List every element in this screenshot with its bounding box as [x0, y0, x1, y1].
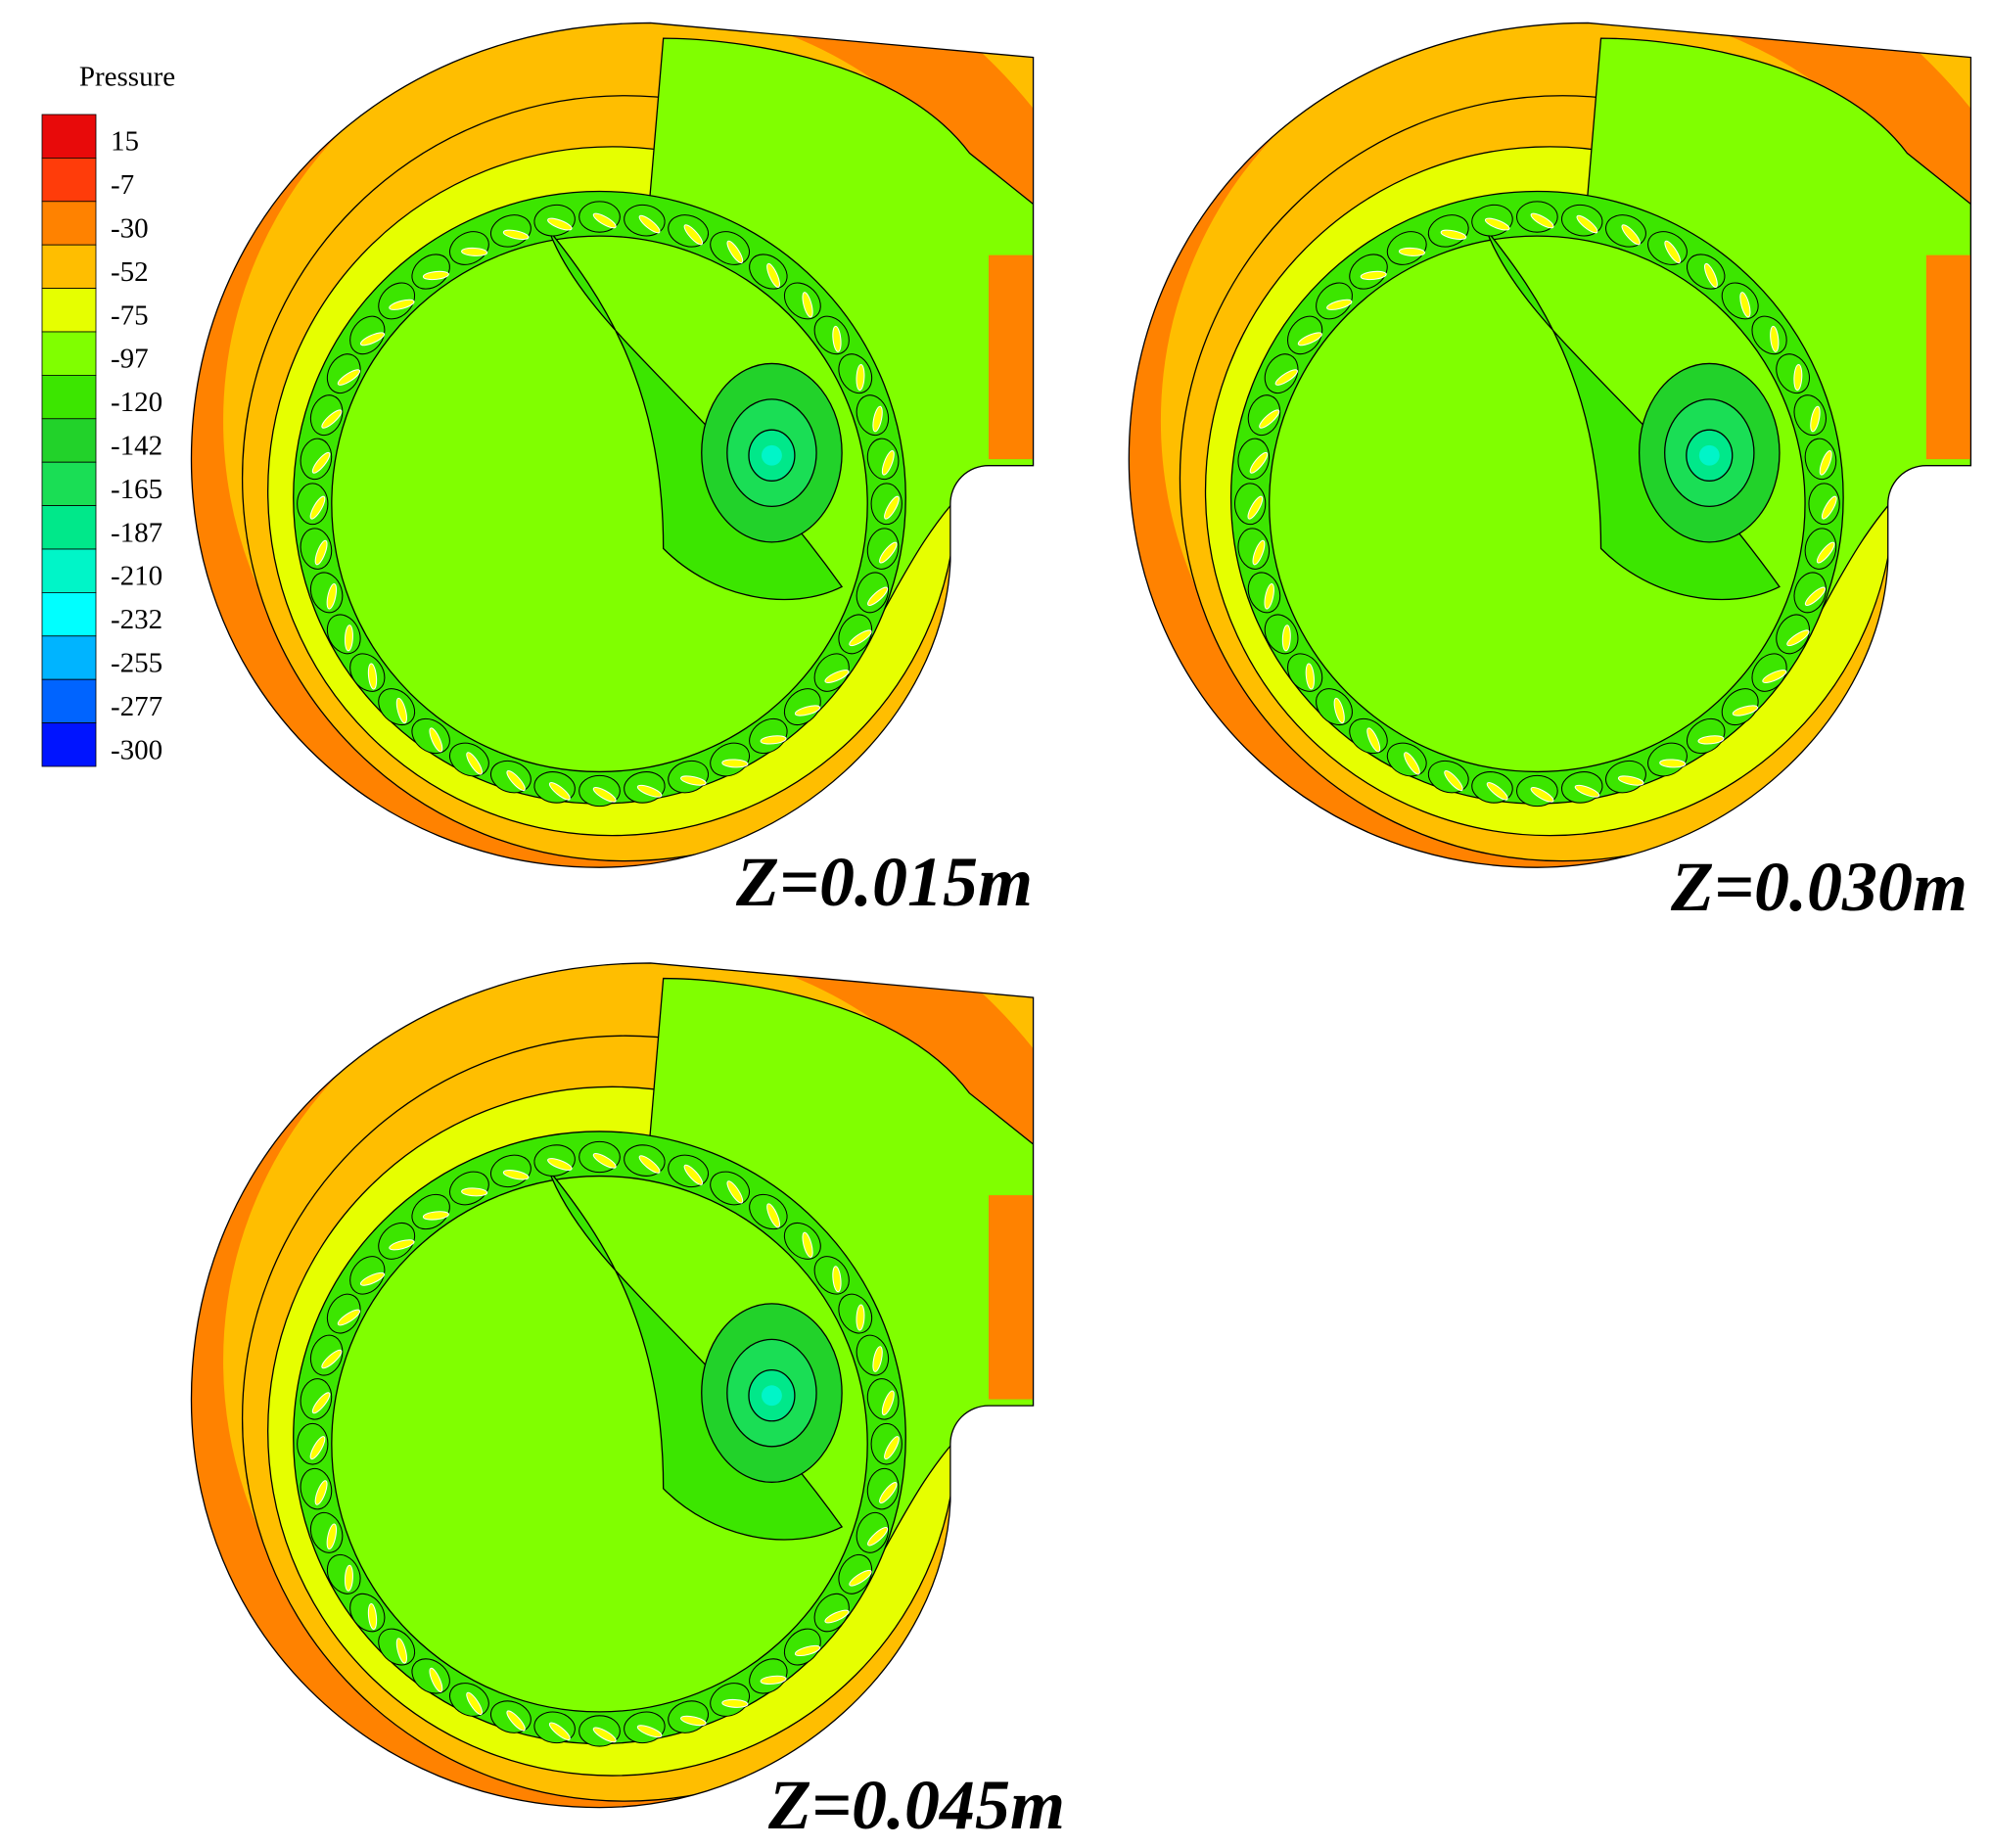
panel-label: Z=0.030m — [1670, 848, 1967, 926]
contour-panel — [1116, 0, 1990, 880]
legend-label: -97 — [111, 344, 149, 375]
legend: 15 -7 -30 -52 -75 -97 -120 -142 -165 -187 -210 -232… — [41, 114, 162, 767]
legend-label: -300 — [111, 734, 162, 765]
legend-label: -165 — [111, 474, 162, 505]
legend-label: -277 — [111, 691, 162, 722]
legend-label: -232 — [111, 604, 162, 635]
legend-band — [41, 201, 97, 246]
legend-band — [41, 157, 97, 203]
legend-title: Pressure — [79, 62, 175, 93]
legend-label: -7 — [111, 169, 134, 201]
legend-label: -52 — [111, 256, 149, 288]
panel-label: Z=0.015m — [735, 843, 1033, 921]
legend-band — [41, 374, 97, 420]
legend-label: -142 — [111, 430, 162, 461]
legend-label: -255 — [111, 647, 162, 678]
legend-band — [41, 548, 97, 593]
legend-label: 15 — [111, 126, 139, 158]
legend-band — [41, 635, 97, 680]
legend-label: -187 — [111, 517, 162, 548]
legend-label: -210 — [111, 561, 162, 592]
legend-band — [41, 114, 97, 159]
legend-band — [41, 244, 97, 289]
contour-panel — [178, 0, 1096, 880]
legend-label: -30 — [111, 212, 149, 244]
panel-label: Z=0.045m — [767, 1766, 1065, 1844]
legend-band — [41, 592, 97, 637]
legend-band — [41, 288, 97, 333]
legend-band — [41, 722, 97, 767]
legend-band — [41, 461, 97, 507]
legend-label: -75 — [111, 300, 149, 331]
legend-band — [41, 505, 97, 550]
legend-label: -120 — [111, 387, 162, 418]
contour-panel — [178, 901, 1096, 1820]
legend-band — [41, 331, 97, 376]
legend-band — [41, 418, 97, 463]
legend-band — [41, 678, 97, 724]
